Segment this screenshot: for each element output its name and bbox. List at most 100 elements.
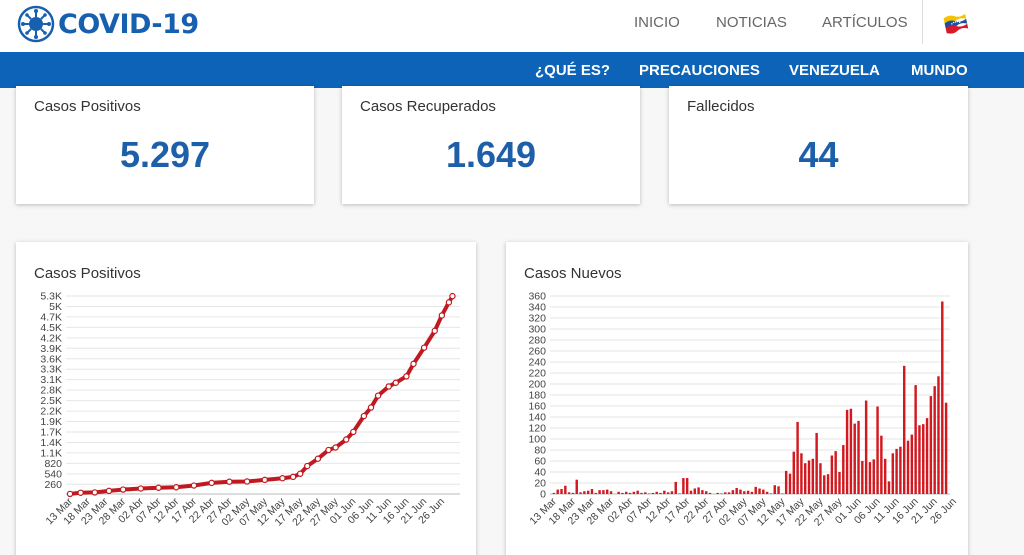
bar <box>765 491 769 494</box>
bar <box>560 489 563 494</box>
bar <box>670 491 674 494</box>
cumulative-cases-chart: 5.3K5K4.7K4.5K4.2K3.9K3.6K3.3K3.1K2.8K2.… <box>40 291 460 528</box>
data-point <box>173 484 180 491</box>
bar <box>861 461 864 494</box>
y-tick-label: 3.6K <box>40 353 62 365</box>
bar <box>583 491 586 494</box>
y-tick-label: 4.7K <box>40 311 62 323</box>
data-point <box>431 327 438 335</box>
bar <box>682 478 685 494</box>
bar <box>925 418 929 494</box>
bar <box>586 490 590 494</box>
y-tick-label: 2.8K <box>40 385 62 397</box>
data-point <box>392 379 399 386</box>
bar <box>571 492 575 494</box>
bar <box>868 462 872 494</box>
data-point <box>226 478 233 485</box>
chart-title: Casos Positivos <box>34 265 141 282</box>
bar <box>819 463 822 494</box>
chart-card-positivos: Casos Positivos 5.3K 5K 4.7K 4.5K 4.2K 3.9K 3.… <box>16 242 476 555</box>
bar <box>659 492 662 494</box>
data-point <box>420 344 428 351</box>
y-tick-label: 540 <box>44 468 62 480</box>
bar <box>693 488 697 494</box>
data-point <box>360 412 368 420</box>
bar <box>735 487 738 494</box>
bar <box>647 493 651 494</box>
y-tick-label: 2.2K <box>40 406 62 418</box>
y-tick-label: 1.1K <box>40 447 62 459</box>
stat-card-fallecidos: Fallecidos 44 <box>669 86 968 204</box>
bar <box>567 492 571 494</box>
bar <box>594 492 598 494</box>
site-logo[interactable]: COVID-19 <box>16 4 199 44</box>
bar <box>651 492 655 494</box>
top-header: COVID-19 INICIO NOTICIAS ARTÍCULOS <box>0 0 1024 52</box>
stat-label: Casos Positivos <box>34 98 141 115</box>
stat-value: 5.297 <box>119 134 211 175</box>
bar <box>788 473 792 494</box>
y-tick-label: 100 <box>528 434 546 446</box>
data-point <box>385 383 392 390</box>
data-point <box>410 360 417 368</box>
nav-noticias[interactable]: NOTICIAS <box>716 14 787 31</box>
bar <box>720 493 723 494</box>
bar <box>834 451 837 494</box>
bar <box>617 491 620 494</box>
y-tick-label: 20 <box>534 478 546 490</box>
subnav-venezuela[interactable]: VENEZUELA <box>789 62 880 79</box>
data-point <box>296 470 304 477</box>
bar <box>933 386 936 494</box>
stat-card-positivos: Casos Positivos 5.297 <box>16 86 314 204</box>
bar <box>762 489 765 494</box>
bar <box>796 421 799 494</box>
bar <box>640 492 643 494</box>
y-tick-label: 120 <box>528 423 546 435</box>
bar <box>666 492 670 494</box>
data-point <box>119 486 127 493</box>
data-point <box>91 489 98 496</box>
bar <box>605 489 609 494</box>
data-point <box>367 404 375 411</box>
y-tick-label: 1.7K <box>40 426 62 438</box>
data-point <box>289 473 297 481</box>
y-tick-label: 80 <box>534 445 546 457</box>
data-point <box>374 392 382 399</box>
bar <box>674 481 677 494</box>
y-tick-label: 40 <box>534 467 546 479</box>
bar <box>621 492 624 494</box>
bar <box>899 446 902 494</box>
data-point <box>332 444 339 451</box>
bar <box>704 491 708 494</box>
bar <box>842 445 845 494</box>
bar <box>716 492 719 494</box>
bar <box>663 490 666 494</box>
bar <box>784 470 788 494</box>
venezuela-flag-icon[interactable] <box>942 10 970 38</box>
bar <box>777 486 780 494</box>
bar <box>564 485 567 494</box>
y-tick-label: 340 <box>528 302 546 314</box>
stat-card-recuperados: Casos Recuperados 1.649 <box>342 86 640 204</box>
stat-label: Casos Recuperados <box>360 98 496 115</box>
stat-label: Fallecidos <box>687 98 755 115</box>
bar <box>708 492 712 494</box>
bar <box>579 492 582 494</box>
bar <box>857 420 860 494</box>
bar <box>678 493 681 494</box>
subnav-mundo[interactable]: MUNDO <box>911 62 968 79</box>
nav-inicio[interactable]: INICIO <box>634 14 680 31</box>
bar <box>887 481 891 494</box>
bar <box>807 460 811 494</box>
bar <box>876 406 879 494</box>
bar <box>811 458 815 494</box>
nav-articulos[interactable]: ARTÍCULOS <box>822 14 908 31</box>
y-tick-label: 180 <box>528 390 546 402</box>
bar <box>685 478 689 494</box>
section-nav-bar: ¿QUÉ ES? PRECAUCIONES VENEZUELA MUNDO <box>0 52 1024 88</box>
y-tick-label: 300 <box>528 324 546 336</box>
subnav-precauciones[interactable]: PRECAUCIONES <box>639 62 760 79</box>
y-tick-label: 280 <box>528 335 546 347</box>
subnav-que-es[interactable]: ¿QUÉ ES? <box>535 62 611 79</box>
bar <box>632 491 636 494</box>
